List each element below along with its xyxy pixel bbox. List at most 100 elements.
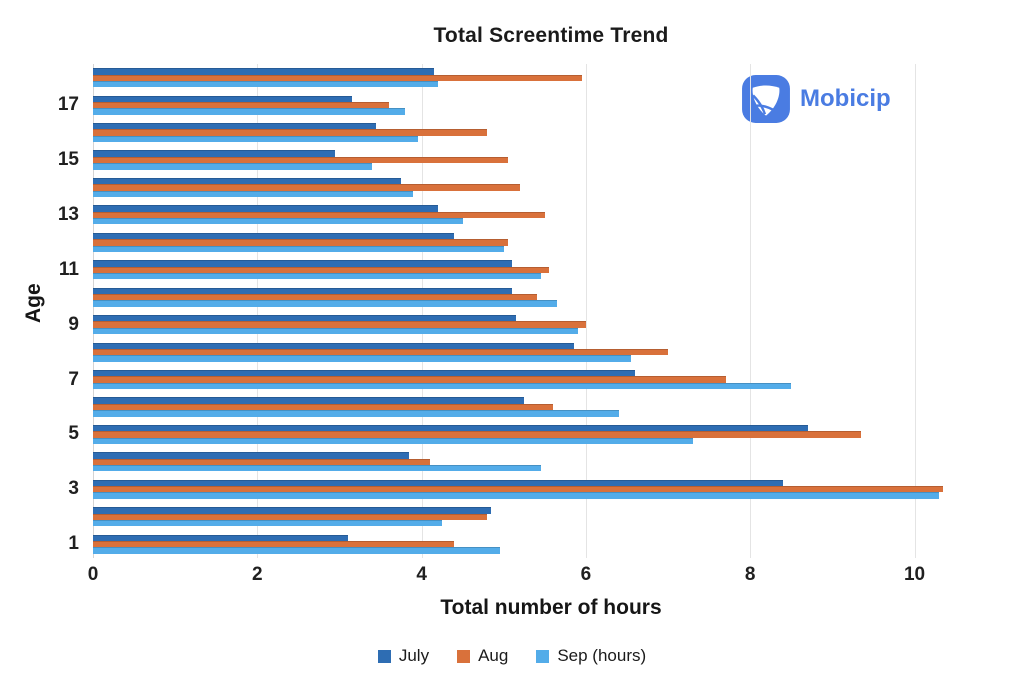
bar-july-age-15 [93, 150, 336, 157]
bar-sep-hours--age-13 [93, 218, 463, 225]
bar-aug-age-15 [93, 156, 508, 164]
x-tick-label-4: 4 [416, 564, 427, 585]
bar-july-age-11 [93, 260, 512, 267]
bar-group-age-7: 7 [68, 366, 1009, 393]
bar-aug-age-6 [93, 403, 554, 411]
gridline-10 [914, 64, 916, 558]
y-tick-label-1: 1 [68, 533, 79, 555]
bar-july-age-17 [93, 95, 352, 102]
legend: July Aug Sep (hours) [0, 646, 1024, 666]
bar-sep-hours--age-1 [93, 547, 500, 554]
gridline-4 [421, 64, 423, 558]
bar-aug-age-17 [93, 101, 389, 109]
bar-sep-hours--age-5 [93, 437, 693, 444]
legend-label: Sep (hours) [557, 646, 647, 665]
y-tick-label-3: 3 [68, 478, 79, 500]
legend-item-july: July [377, 646, 430, 666]
bar-sep-hours--age-6 [93, 410, 619, 417]
bar-july-age-10 [93, 287, 512, 295]
bar-july-age-4 [93, 452, 410, 459]
bar-group-age-3: 3 [68, 476, 1009, 503]
x-tick-label-8: 8 [744, 564, 756, 585]
bar-group-age-8 [93, 338, 1009, 365]
y-tick-label-5: 5 [68, 423, 79, 445]
bar-aug-age-1 [93, 540, 455, 548]
bar-group-age-9: 9 [68, 311, 1009, 338]
bar-sep-hours--age-4 [93, 465, 541, 472]
bar-group-age-2 [93, 503, 1009, 530]
bar-group-age-16 [93, 119, 1009, 146]
y-tick-label-7: 7 [68, 368, 79, 390]
gridline-2 [257, 64, 259, 558]
legend-swatch [377, 649, 391, 663]
bar-july-age-6 [93, 397, 525, 404]
bar-aug-age-12 [93, 239, 508, 246]
bar-sep-hours--age-10 [93, 300, 558, 307]
bar-aug-age-9 [93, 321, 586, 328]
bar-group-age-4 [93, 448, 1009, 475]
mobicip-logo-text: Mobicip [800, 85, 891, 112]
bar-sep-hours--age-18 [93, 80, 439, 88]
bar-aug-age-10 [93, 294, 537, 301]
bar-sep-hours--age-17 [93, 108, 406, 115]
bar-group-age-5: 5 [68, 421, 1009, 448]
bar-sep-hours--age-9 [93, 327, 578, 335]
legend-label: July [398, 646, 430, 665]
x-axis-ticks: 0 2 4 6 8 10 [88, 564, 1009, 590]
bar-july-age-5 [93, 424, 808, 432]
bar-aug-age-5 [93, 431, 862, 438]
bar-sep-hours--age-3 [93, 492, 940, 499]
bar-july-age-7 [93, 369, 636, 377]
plot-area: 17 15 13 11 9 7 5 3 1 [58, 64, 1009, 558]
legend-item-aug: Aug [457, 646, 508, 666]
mobicip-shield-icon [742, 75, 790, 123]
bar-july-age-16 [93, 123, 377, 130]
y-tick-label-13: 13 [57, 203, 79, 225]
x-axis-title: Total number of hours [440, 596, 662, 619]
x-tick-label-10: 10 [903, 564, 926, 585]
gridline-0 [93, 64, 94, 558]
bar-aug-age-11 [93, 266, 549, 273]
bar-aug-age-4 [93, 458, 430, 466]
bar-group-age-6 [93, 393, 1009, 420]
gridline-6 [585, 64, 587, 558]
chart-title: Total Screentime Trend [433, 24, 669, 47]
bar-aug-age-13 [93, 211, 545, 219]
bar-aug-age-2 [93, 513, 488, 520]
mobicip-logo: Mobicip [741, 74, 891, 124]
bar-group-age-12 [93, 229, 1009, 256]
bar-aug-age-3 [93, 486, 944, 493]
bar-aug-age-14 [93, 184, 521, 191]
bar-july-age-18 [93, 68, 434, 75]
x-tick-label-2: 2 [252, 564, 263, 585]
bar-sep-hours--age-7 [93, 382, 792, 390]
x-tick-label-6: 6 [580, 564, 592, 585]
legend-item-sep-hours-: Sep (hours) [536, 646, 646, 666]
bar-group-age-11: 11 [59, 256, 1009, 283]
bar-group-age-15: 15 [58, 146, 1009, 173]
bar-july-age-1 [93, 534, 348, 541]
bar-group-age-10 [93, 284, 1009, 311]
bar-sep-hours--age-15 [93, 163, 373, 170]
y-tick-label-17: 17 [57, 94, 79, 116]
gridline-8 [750, 64, 752, 558]
bar-aug-age-18 [93, 74, 582, 81]
bar-group-age-14 [93, 174, 1009, 201]
x-tick-label-0: 0 [87, 564, 99, 585]
bar-july-age-8 [93, 342, 574, 349]
bar-sep-hours--age-14 [93, 190, 414, 198]
bar-aug-age-8 [93, 348, 669, 356]
bar-sep-hours--age-2 [93, 519, 443, 527]
y-tick-label-9: 9 [68, 313, 79, 335]
bar-group-age-18 [93, 64, 1009, 91]
legend-swatch [536, 649, 550, 663]
bar-sep-hours--age-16 [93, 135, 418, 143]
bar-aug-age-7 [93, 376, 726, 383]
bar-july-age-12 [93, 232, 455, 240]
y-tick-label-11: 11 [58, 258, 79, 280]
bar-july-age-3 [93, 479, 784, 487]
bar-sep-hours--age-12 [93, 245, 504, 252]
bar-july-age-13 [93, 205, 439, 212]
bar-july-age-14 [93, 177, 402, 185]
